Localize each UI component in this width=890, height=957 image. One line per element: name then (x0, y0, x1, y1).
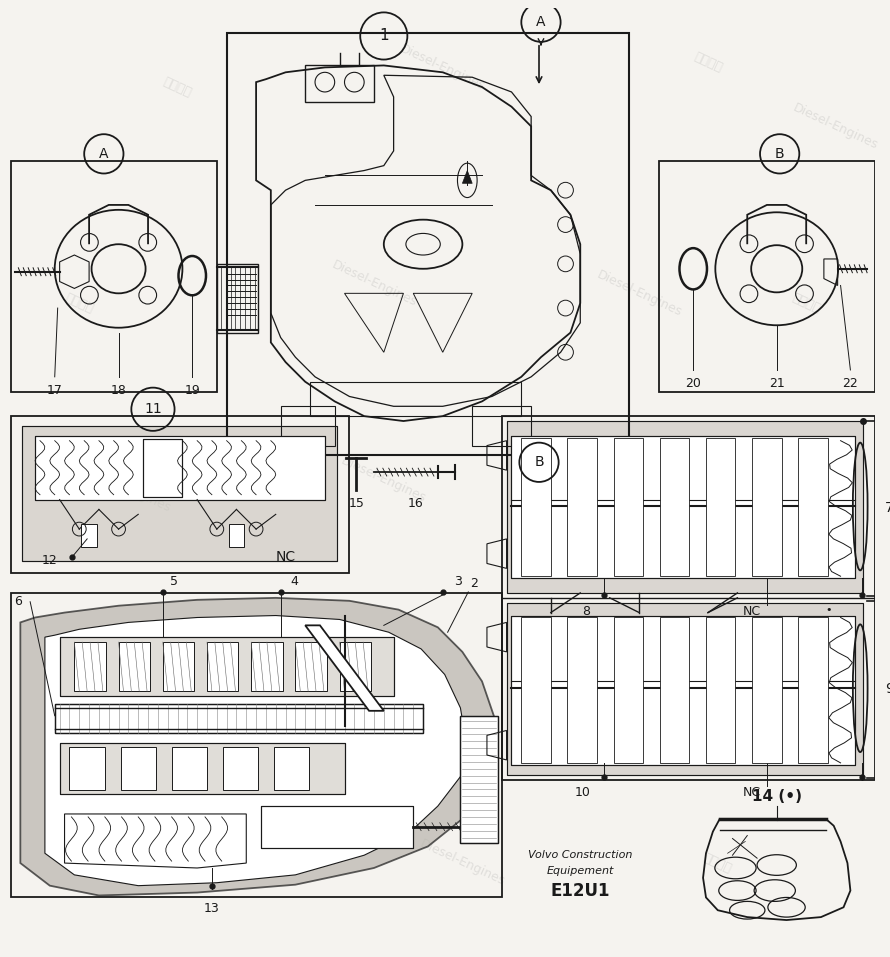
Text: 18: 18 (110, 384, 126, 397)
Text: 4: 4 (290, 575, 298, 588)
Polygon shape (506, 421, 863, 593)
Text: 紫发动力: 紫发动力 (701, 851, 734, 876)
Polygon shape (60, 637, 393, 696)
Polygon shape (460, 716, 498, 843)
Text: 1: 1 (379, 29, 389, 43)
Polygon shape (207, 642, 239, 691)
Text: 紫发动力: 紫发动力 (789, 291, 822, 316)
Polygon shape (752, 437, 781, 576)
Text: 11: 11 (144, 402, 162, 416)
Polygon shape (274, 747, 309, 790)
Text: 7: 7 (885, 501, 890, 516)
Text: 22: 22 (843, 377, 858, 389)
Polygon shape (251, 642, 283, 691)
Text: 紫发动力: 紫发动力 (623, 684, 656, 708)
Polygon shape (118, 642, 150, 691)
Polygon shape (659, 617, 689, 763)
Polygon shape (798, 617, 828, 763)
Polygon shape (706, 437, 735, 576)
Text: B: B (775, 146, 784, 161)
Polygon shape (143, 438, 182, 497)
Polygon shape (60, 744, 344, 794)
Text: 10: 10 (574, 787, 590, 799)
Text: 3: 3 (455, 575, 463, 588)
Text: 16: 16 (408, 497, 423, 510)
Polygon shape (35, 435, 325, 500)
Text: 8: 8 (582, 605, 590, 617)
Polygon shape (295, 642, 327, 691)
Polygon shape (522, 437, 551, 576)
Polygon shape (522, 617, 551, 763)
Polygon shape (120, 747, 156, 790)
Text: A: A (99, 146, 109, 161)
Polygon shape (22, 426, 336, 561)
Polygon shape (229, 524, 245, 546)
Polygon shape (172, 747, 207, 790)
Text: 13: 13 (204, 902, 220, 915)
Polygon shape (568, 617, 597, 763)
Polygon shape (75, 642, 106, 691)
Polygon shape (568, 437, 597, 576)
Text: 15: 15 (348, 497, 364, 510)
Polygon shape (69, 747, 105, 790)
Polygon shape (512, 435, 855, 578)
Text: Volvo Construction: Volvo Construction (528, 850, 633, 860)
Polygon shape (20, 598, 497, 896)
Polygon shape (163, 642, 194, 691)
Text: Diesel-Engines: Diesel-Engines (595, 268, 684, 319)
Polygon shape (512, 615, 855, 765)
Polygon shape (706, 617, 735, 763)
Text: 紫发动力: 紫发动力 (63, 684, 95, 708)
Text: Diesel-Engines: Diesel-Engines (84, 464, 173, 515)
Text: •: • (826, 605, 832, 614)
Polygon shape (463, 170, 473, 184)
Polygon shape (614, 617, 643, 763)
Polygon shape (340, 642, 371, 691)
Text: Diesel-Engines: Diesel-Engines (417, 837, 507, 888)
Text: 19: 19 (184, 384, 200, 397)
Text: Diesel-Engines: Diesel-Engines (339, 455, 428, 505)
Text: Diesel-Engines: Diesel-Engines (762, 651, 851, 701)
Text: A: A (536, 15, 546, 30)
Text: 17: 17 (47, 384, 62, 397)
Polygon shape (81, 524, 97, 546)
Text: Diesel-Engines: Diesel-Engines (791, 100, 880, 152)
Polygon shape (44, 615, 466, 885)
Polygon shape (798, 437, 828, 576)
Text: NC: NC (742, 605, 760, 617)
Text: Equipement: Equipement (546, 866, 614, 876)
Polygon shape (222, 747, 258, 790)
Polygon shape (659, 437, 689, 576)
Text: 紫发动力: 紫发动力 (692, 51, 724, 75)
Polygon shape (261, 806, 413, 848)
Text: 14 (•): 14 (•) (752, 790, 802, 804)
Text: 21: 21 (769, 377, 785, 389)
Text: E12U1: E12U1 (551, 881, 610, 900)
Text: NC: NC (742, 787, 760, 799)
Text: 2: 2 (470, 577, 478, 590)
Text: 5: 5 (170, 575, 178, 588)
Polygon shape (506, 603, 863, 774)
Text: 6: 6 (14, 595, 22, 609)
Text: 20: 20 (685, 377, 701, 389)
Text: 9: 9 (885, 682, 890, 696)
Text: Diesel-Engines: Diesel-Engines (398, 42, 488, 93)
Text: NC: NC (276, 549, 295, 564)
Polygon shape (614, 437, 643, 576)
Polygon shape (54, 704, 423, 733)
Text: Diesel-Engines: Diesel-Engines (290, 671, 379, 722)
Text: 12: 12 (42, 554, 58, 568)
Text: Diesel-Engines: Diesel-Engines (329, 258, 418, 309)
Polygon shape (305, 625, 384, 711)
Polygon shape (752, 617, 781, 763)
Text: 紫发动力: 紫发动力 (161, 75, 194, 100)
Text: 紫发动力: 紫发动力 (181, 851, 214, 876)
Text: 紫发动力: 紫发动力 (63, 291, 95, 316)
Text: B: B (534, 456, 544, 469)
Polygon shape (65, 814, 247, 868)
Text: 紫发动力: 紫发动力 (672, 498, 705, 522)
